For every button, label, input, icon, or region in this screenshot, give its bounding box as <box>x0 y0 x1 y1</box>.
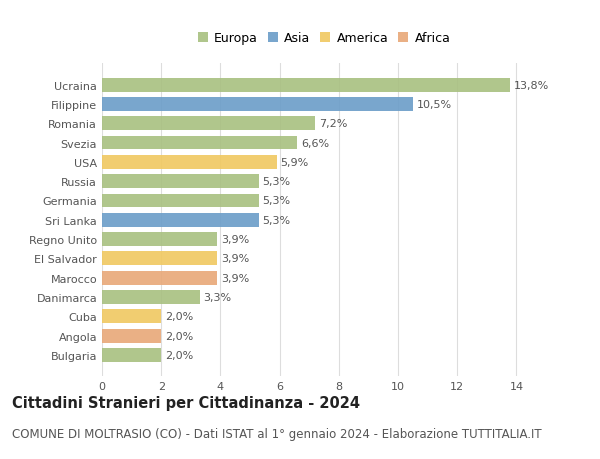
Text: 3,9%: 3,9% <box>221 273 249 283</box>
Bar <box>102 329 161 343</box>
Text: 10,5%: 10,5% <box>416 100 451 110</box>
Text: 3,9%: 3,9% <box>221 254 249 264</box>
Text: COMUNE DI MOLTRASIO (CO) - Dati ISTAT al 1° gennaio 2024 - Elaborazione TUTTITAL: COMUNE DI MOLTRASIO (CO) - Dati ISTAT al… <box>12 427 542 440</box>
Text: 5,9%: 5,9% <box>280 157 308 168</box>
Bar <box>102 117 315 131</box>
Text: 2,0%: 2,0% <box>165 350 193 360</box>
Text: 5,3%: 5,3% <box>262 177 290 187</box>
Bar <box>102 156 277 169</box>
Bar <box>102 233 217 246</box>
Bar <box>102 291 200 304</box>
Text: 2,0%: 2,0% <box>165 312 193 322</box>
Text: 6,6%: 6,6% <box>301 138 329 148</box>
Text: 7,2%: 7,2% <box>319 119 347 129</box>
Bar <box>102 175 259 189</box>
Text: 5,3%: 5,3% <box>262 196 290 206</box>
Legend: Europa, Asia, America, Africa: Europa, Asia, America, Africa <box>195 30 453 48</box>
Bar <box>102 98 413 112</box>
Bar <box>102 310 161 324</box>
Bar <box>102 252 217 266</box>
Text: 5,3%: 5,3% <box>262 215 290 225</box>
Bar <box>102 78 511 92</box>
Bar <box>102 136 298 150</box>
Bar <box>102 348 161 362</box>
Text: 13,8%: 13,8% <box>514 80 549 90</box>
Bar <box>102 213 259 227</box>
Text: 2,0%: 2,0% <box>165 331 193 341</box>
Bar <box>102 194 259 208</box>
Text: 3,3%: 3,3% <box>203 292 232 302</box>
Text: 3,9%: 3,9% <box>221 235 249 245</box>
Bar <box>102 271 217 285</box>
Text: Cittadini Stranieri per Cittadinanza - 2024: Cittadini Stranieri per Cittadinanza - 2… <box>12 395 360 410</box>
